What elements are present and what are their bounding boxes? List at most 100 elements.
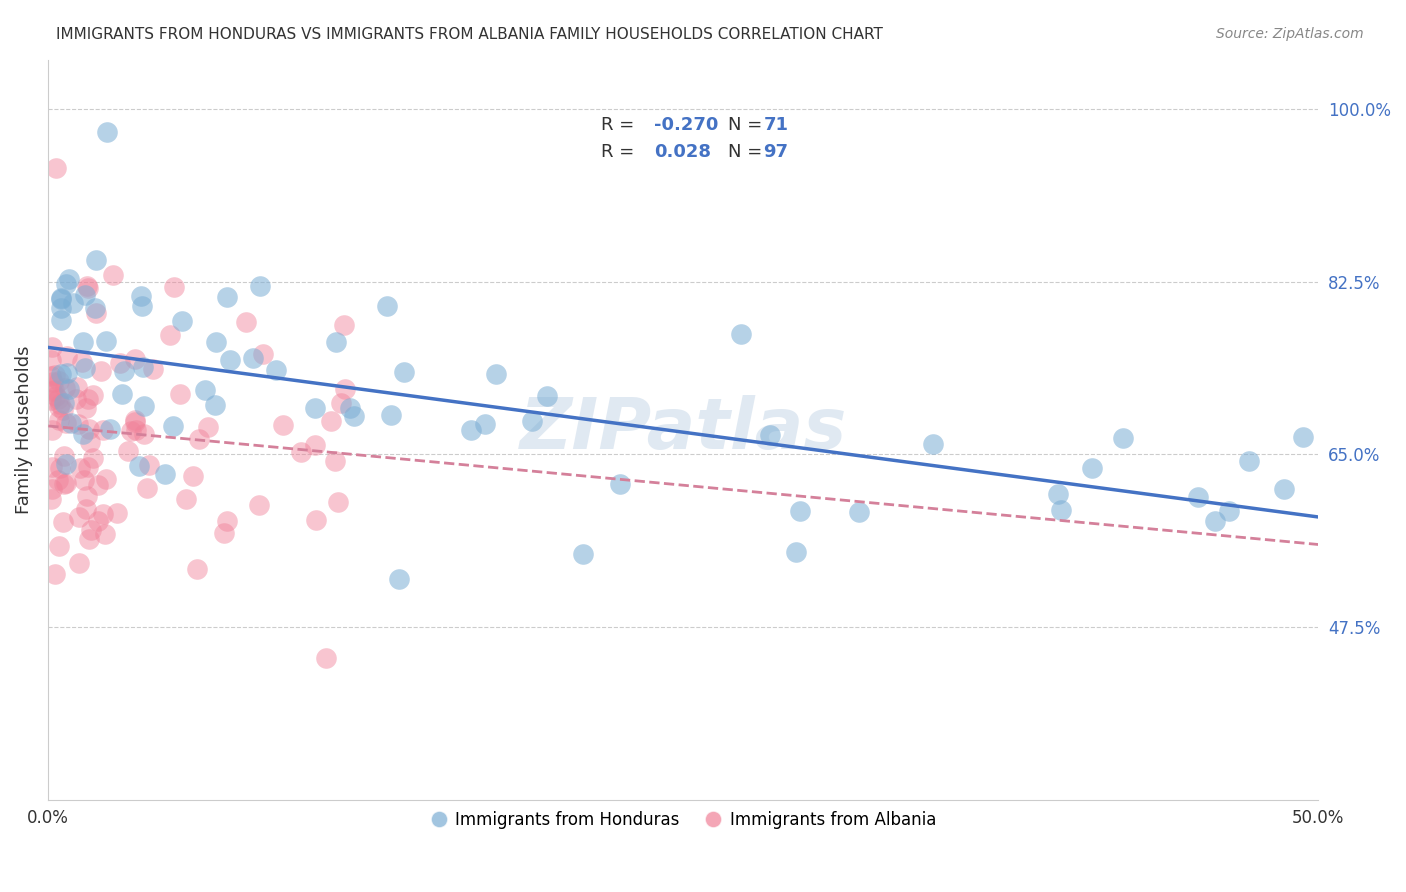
Immigrants from Honduras: [193, 383, 215, 397]
Immigrants from Albania: [76, 489, 98, 503]
Immigrants from Albania: [187, 432, 209, 446]
Immigrants from Honduras: [520, 414, 543, 428]
Immigrants from Albania: [290, 445, 312, 459]
Immigrants from Honduras: [249, 279, 271, 293]
Immigrants from Honduras: [62, 296, 84, 310]
Immigrants from Honduras: [162, 419, 184, 434]
Immigrants from Albania: [235, 315, 257, 329]
Immigrants from Honduras: [72, 426, 94, 441]
Immigrants from Honduras: [96, 125, 118, 139]
Text: ZIPatlas: ZIPatlas: [520, 395, 846, 464]
Immigrants from Albania: [304, 438, 326, 452]
Immigrants from Albania: [49, 397, 72, 411]
Immigrants from Albania: [39, 352, 62, 367]
Legend: Immigrants from Honduras, Immigrants from Albania: Immigrants from Honduras, Immigrants fro…: [423, 805, 943, 836]
Immigrants from Honduras: [59, 416, 82, 430]
Immigrants from Albania: [41, 482, 63, 496]
Immigrants from Honduras: [155, 467, 177, 481]
Immigrants from Albania: [44, 368, 66, 382]
Immigrants from Albania: [326, 495, 349, 509]
Immigrants from Albania: [80, 523, 103, 537]
Immigrants from Honduras: [304, 401, 326, 415]
Immigrants from Albania: [56, 349, 79, 363]
Immigrants from Honduras: [1187, 490, 1209, 504]
Immigrants from Honduras: [75, 360, 97, 375]
Immigrants from Albania: [124, 415, 146, 429]
Immigrants from Albania: [271, 418, 294, 433]
Immigrants from Albania: [330, 395, 353, 409]
Text: N =: N =: [728, 116, 768, 134]
Immigrants from Honduras: [49, 367, 72, 381]
Immigrants from Honduras: [572, 547, 595, 561]
Immigrants from Albania: [124, 412, 146, 426]
Immigrants from Albania: [132, 426, 155, 441]
Immigrants from Albania: [110, 356, 132, 370]
Immigrants from Albania: [39, 368, 62, 383]
Immigrants from Honduras: [921, 437, 943, 451]
Immigrants from Albania: [323, 454, 346, 468]
Immigrants from Honduras: [1272, 482, 1295, 496]
Immigrants from Honduras: [49, 312, 72, 326]
Immigrants from Honduras: [1046, 487, 1069, 501]
Immigrants from Honduras: [72, 334, 94, 349]
Immigrants from Albania: [333, 318, 356, 332]
Immigrants from Honduras: [343, 409, 366, 423]
Immigrants from Albania: [69, 461, 91, 475]
Immigrants from Honduras: [1081, 460, 1104, 475]
Immigrants from Albania: [39, 492, 62, 507]
Immigrants from Albania: [72, 355, 94, 369]
Immigrants from Albania: [305, 513, 328, 527]
Immigrants from Honduras: [132, 360, 155, 375]
Immigrants from Honduras: [52, 396, 75, 410]
Text: 71: 71: [763, 116, 789, 134]
Immigrants from Albania: [197, 419, 219, 434]
Immigrants from Honduras: [339, 401, 361, 415]
Immigrants from Albania: [75, 401, 97, 415]
Immigrants from Albania: [79, 422, 101, 436]
Immigrants from Honduras: [394, 365, 416, 379]
Immigrants from Honduras: [460, 423, 482, 437]
Text: IMMIGRANTS FROM HONDURAS VS IMMIGRANTS FROM ALBANIA FAMILY HOUSEHOLDS CORRELATIO: IMMIGRANTS FROM HONDURAS VS IMMIGRANTS F…: [56, 27, 883, 42]
Immigrants from Honduras: [49, 301, 72, 315]
Immigrants from Honduras: [785, 545, 807, 559]
Immigrants from Albania: [84, 305, 107, 319]
Immigrants from Albania: [39, 392, 62, 407]
Text: 0.028: 0.028: [654, 144, 711, 161]
Immigrants from Albania: [73, 473, 96, 487]
Immigrants from Albania: [333, 382, 356, 396]
Immigrants from Albania: [45, 389, 67, 403]
Immigrants from Honduras: [129, 289, 152, 303]
Immigrants from Honduras: [215, 290, 238, 304]
Immigrants from Honduras: [204, 399, 226, 413]
Immigrants from Honduras: [218, 352, 240, 367]
Immigrants from Honduras: [848, 505, 870, 519]
Immigrants from Albania: [215, 514, 238, 528]
Immigrants from Honduras: [1111, 431, 1133, 445]
Y-axis label: Family Households: Family Households: [15, 345, 32, 514]
Immigrants from Albania: [44, 567, 66, 582]
Immigrants from Albania: [41, 460, 63, 475]
Immigrants from Albania: [65, 392, 87, 406]
Immigrants from Albania: [77, 281, 100, 295]
Immigrants from Honduras: [609, 476, 631, 491]
Immigrants from Albania: [45, 161, 67, 176]
Immigrants from Albania: [48, 461, 70, 475]
Immigrants from Albania: [76, 502, 98, 516]
Immigrants from Honduras: [375, 299, 398, 313]
Immigrants from Albania: [117, 443, 139, 458]
Immigrants from Albania: [48, 400, 70, 414]
Immigrants from Albania: [212, 526, 235, 541]
Immigrants from Albania: [55, 476, 77, 491]
Immigrants from Albania: [138, 458, 160, 472]
Immigrants from Albania: [135, 481, 157, 495]
Immigrants from Honduras: [84, 253, 107, 268]
Immigrants from Albania: [46, 392, 69, 406]
Immigrants from Albania: [41, 384, 63, 398]
Immigrants from Albania: [120, 425, 142, 439]
Immigrants from Honduras: [58, 272, 80, 286]
Immigrants from Albania: [82, 450, 104, 465]
Immigrants from Albania: [91, 423, 114, 437]
Immigrants from Honduras: [1237, 454, 1260, 468]
Immigrants from Albania: [94, 526, 117, 541]
Immigrants from Honduras: [49, 291, 72, 305]
